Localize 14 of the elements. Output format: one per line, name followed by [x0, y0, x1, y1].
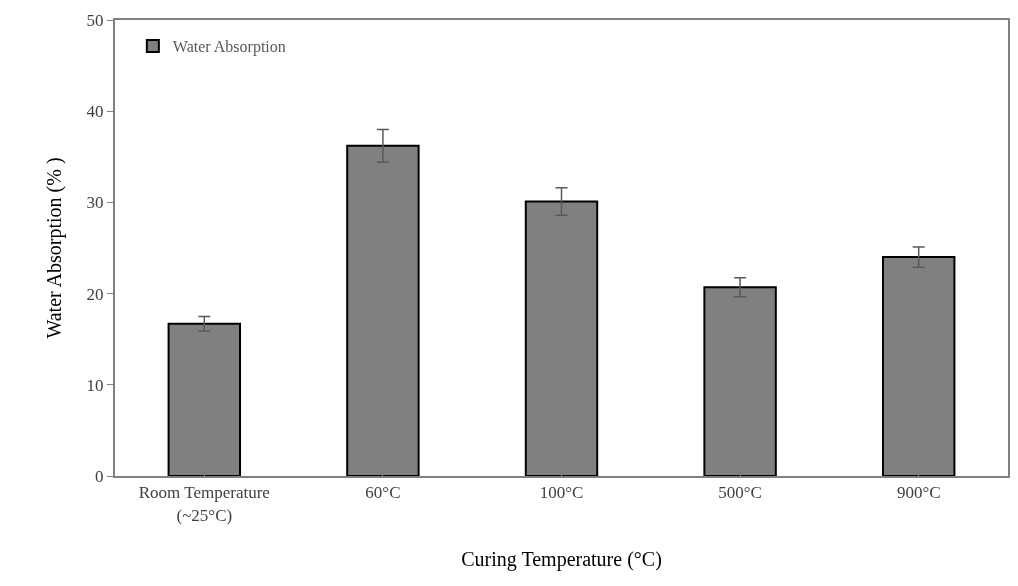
y-tick-label: 10: [86, 375, 104, 395]
x-tick-label: 100°C: [539, 483, 584, 503]
y-axis-title: Water Absorption (% ): [42, 157, 66, 339]
y-tick-label: 50: [86, 10, 104, 30]
x-axis-title: Curing Temperature (°C): [461, 547, 662, 571]
x-tick-label: 900°C: [896, 483, 941, 503]
y-tick-label: 30: [86, 193, 104, 213]
x-tick-label: 60°C: [365, 483, 401, 503]
x-tick-label: 500°C: [718, 483, 762, 503]
x-tick-label: Room Temperature (~25°C): [138, 483, 270, 525]
legend-label: Water Absorption: [172, 38, 286, 57]
y-tick-label: 0: [95, 466, 104, 486]
y-tick-label: 20: [86, 284, 104, 304]
y-tick-label: 40: [86, 102, 104, 122]
